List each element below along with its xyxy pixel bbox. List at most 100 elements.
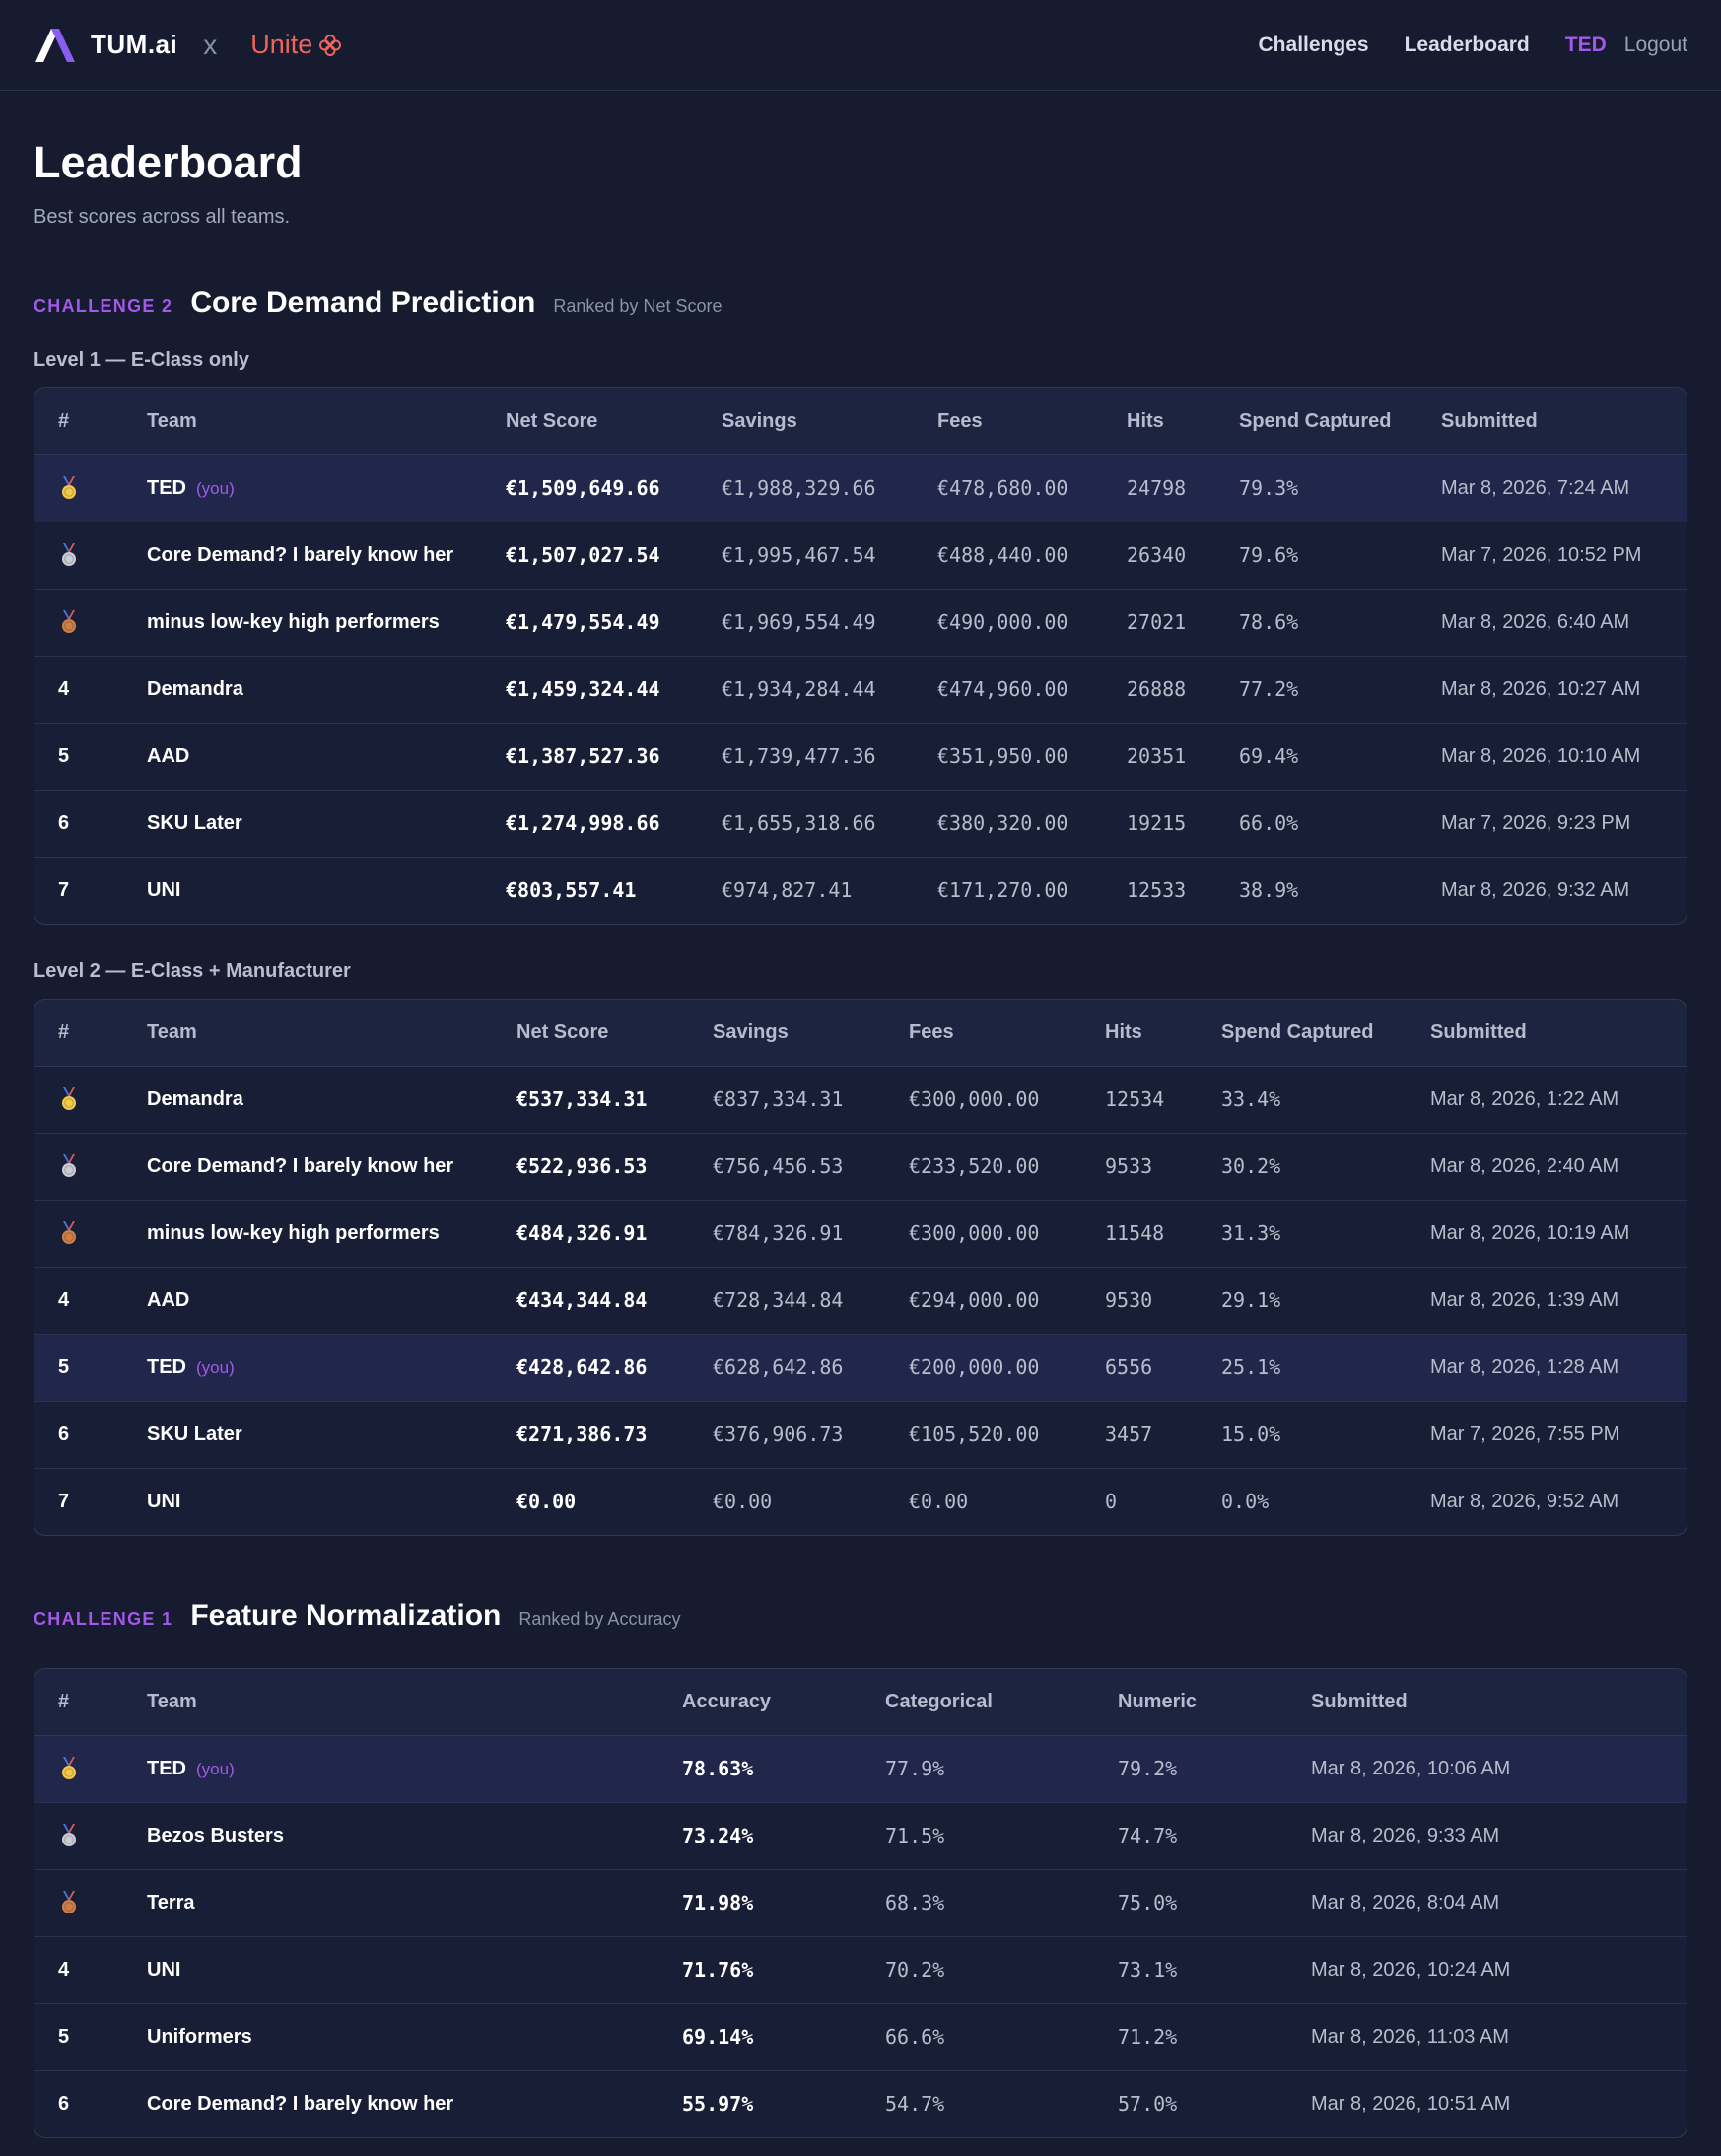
team-cell: SKU Later — [123, 1401, 493, 1469]
rank-cell — [34, 1802, 123, 1870]
accuracy-cell: 73.24% — [658, 1802, 861, 1870]
logout-link[interactable]: Logout — [1623, 33, 1687, 56]
team-name: AAD — [147, 1288, 190, 1311]
level-2-rows: Demandra €537,334.31 €837,334.31 €300,000.0… — [34, 1066, 1687, 1535]
submitted-cell: Mar 8, 2026, 10:10 AM — [1417, 723, 1687, 791]
savings-cell: €974,827.41 — [722, 878, 853, 903]
savings-cell: €784,326.91 — [689, 1200, 885, 1268]
team-name: SKU Later — [147, 1423, 242, 1445]
page-subtitle: Best scores across all teams. — [34, 206, 291, 228]
submitted-cell: Mar 8, 2026, 9:33 AM — [1287, 1802, 1687, 1870]
fees-cell: €351,950.00 — [914, 723, 1103, 791]
submitted-cell: Mar 7, 2026, 10:52 PM — [1417, 522, 1687, 590]
rank-cell: 5 — [34, 1334, 123, 1402]
spend-captured-cell: 79.3% — [1215, 454, 1417, 522]
column-header-spend-captured: Spend Captured — [1198, 1000, 1407, 1067]
numeric-cell: 75.0% — [1094, 1869, 1287, 1937]
hits-cell: 3457 — [1081, 1401, 1198, 1469]
partner-name: Unite — [250, 30, 313, 59]
gold-medal-icon — [62, 1757, 76, 1779]
brand[interactable]: TUM.ai x Unite — [34, 27, 342, 64]
team-name: Demandra — [147, 677, 243, 700]
rank-cell: 7 — [58, 1490, 70, 1512]
submitted-cell: Mar 8, 2026, 1:22 AM — [1407, 1066, 1687, 1134]
nav-link-leaderboard[interactable]: Leaderboard — [1404, 33, 1530, 56]
fees-cell: €0.00 — [909, 1490, 969, 1514]
net-score-cell: €271,386.73 — [493, 1401, 689, 1469]
tumai-logo-icon — [35, 28, 75, 62]
hits-cell: 9533 — [1081, 1133, 1198, 1201]
table-row: 7 UNI €803,557.41 €974,827.41 €171,270.00 125… — [34, 857, 1687, 924]
hits-cell: 27021 — [1103, 589, 1215, 657]
table-row: Terra 71.98% 68.3% 75.0% Mar 8, 2026, 8:04 A… — [34, 1869, 1687, 1937]
table-row: 4 AAD €434,344.84 €728,344.84 €294,000.00 953… — [34, 1267, 1687, 1335]
rank-cell — [34, 1869, 123, 1937]
categorical-cell: 70.2% — [861, 1936, 1094, 2004]
challenge-tag: CHALLENGE 2 — [34, 296, 173, 315]
team-cell: SKU Later — [123, 790, 482, 858]
challenge-title: Core Demand Prediction — [190, 286, 536, 318]
rank-cell: 6 — [34, 1401, 123, 1469]
fees-cell: €233,520.00 — [885, 1133, 1081, 1201]
table-row: 7 UNI €0.00 €0.00 €0.00 0 0.0% Mar 8, 2026, 9:5… — [34, 1468, 1687, 1535]
level-1-label: Level 1 — E-Class only — [34, 349, 249, 371]
spend-captured-cell: 30.2% — [1198, 1133, 1407, 1201]
savings-cell: €1,995,467.54 — [698, 522, 914, 590]
team-cell: Bezos Busters — [123, 1802, 658, 1870]
challenge-2-section: CHALLENGE 2 Core Demand Prediction Ranke… — [34, 286, 1687, 1536]
submitted-cell: Mar 8, 2026, 8:04 AM — [1287, 1869, 1687, 1937]
team-cell: AAD — [123, 1267, 493, 1335]
team-name: TED — [147, 476, 186, 499]
submitted-cell: Mar 8, 2026, 11:03 AM — [1287, 2003, 1687, 2071]
rank-cell — [34, 522, 123, 590]
table-row: 5 AAD €1,387,527.36 €1,739,477.36 €351,950.0… — [34, 723, 1687, 791]
page-title: Leaderboard — [34, 137, 303, 187]
rank-cell — [34, 1133, 123, 1201]
hits-cell: 26888 — [1103, 656, 1215, 724]
nav-link-challenges[interactable]: Challenges — [1258, 33, 1369, 56]
table-header-row: # Team Net Score Savings Fees Hits Spend… — [34, 1000, 1687, 1067]
gold-medal-icon — [62, 476, 76, 499]
team-name: UNI — [147, 1958, 181, 1981]
numeric-cell: 73.1% — [1094, 1936, 1287, 2004]
submitted-cell: Mar 7, 2026, 9:23 PM — [1417, 790, 1687, 858]
challenge-1-table: # Team Accuracy Categorical Numeric Subm… — [34, 1668, 1687, 2138]
column-header-accuracy: Accuracy — [658, 1669, 861, 1736]
net-score-cell: €522,936.53 — [493, 1133, 689, 1201]
team-name: UNI — [147, 878, 181, 901]
column-header-submitted: Submitted — [1417, 388, 1687, 455]
column-header-submitted: Submitted — [1407, 1000, 1687, 1067]
spend-captured-cell: 66.0% — [1215, 790, 1417, 858]
team-cell: Uniformers — [123, 2003, 658, 2071]
hits-cell: 12534 — [1081, 1066, 1198, 1134]
spend-captured-cell: 69.4% — [1215, 723, 1417, 791]
column-header-hits: Hits — [1081, 1000, 1198, 1067]
team-name: minus low-key high performers — [147, 1221, 440, 1244]
hits-cell: 24798 — [1103, 454, 1215, 522]
challenge-tag: CHALLENGE 1 — [34, 1609, 173, 1629]
column-header-rank: # — [34, 388, 123, 455]
hits-cell: 12533 — [1127, 878, 1187, 903]
you-badge: (you) — [196, 1759, 235, 1778]
column-header-net-score: Net Score — [493, 1000, 689, 1067]
accuracy-cell: 69.14% — [658, 2003, 861, 2071]
rank-cell: 5 — [34, 723, 123, 791]
team-name: Core Demand? I barely know her — [147, 543, 454, 566]
savings-cell: €728,344.84 — [689, 1267, 885, 1335]
column-header-team: Team — [123, 388, 482, 455]
table-header-row: # Team Accuracy Categorical Numeric Subm… — [34, 1669, 1687, 1736]
net-score-cell: €537,334.31 — [493, 1066, 689, 1134]
spend-captured-cell: 78.6% — [1215, 589, 1417, 657]
team-name: SKU Later — [147, 811, 242, 834]
rank-cell: 4 — [34, 1936, 123, 2004]
column-header-team: Team — [123, 1000, 493, 1067]
team-cell: Core Demand? I barely know her — [123, 522, 482, 590]
team-cell: minus low-key high performers — [123, 589, 482, 657]
top-nav: TUM.ai x Unite Challenges Leaderboard TE… — [0, 0, 1721, 91]
submitted-cell: Mar 8, 2026, 7:24 AM — [1417, 454, 1687, 522]
spend-captured-cell: 79.6% — [1215, 522, 1417, 590]
hits-cell: 26340 — [1103, 522, 1215, 590]
net-score-cell: €1,509,649.66 — [482, 454, 698, 522]
submitted-cell: Mar 8, 2026, 10:19 AM — [1407, 1200, 1687, 1268]
team-cell: TED (you) — [123, 1735, 658, 1803]
